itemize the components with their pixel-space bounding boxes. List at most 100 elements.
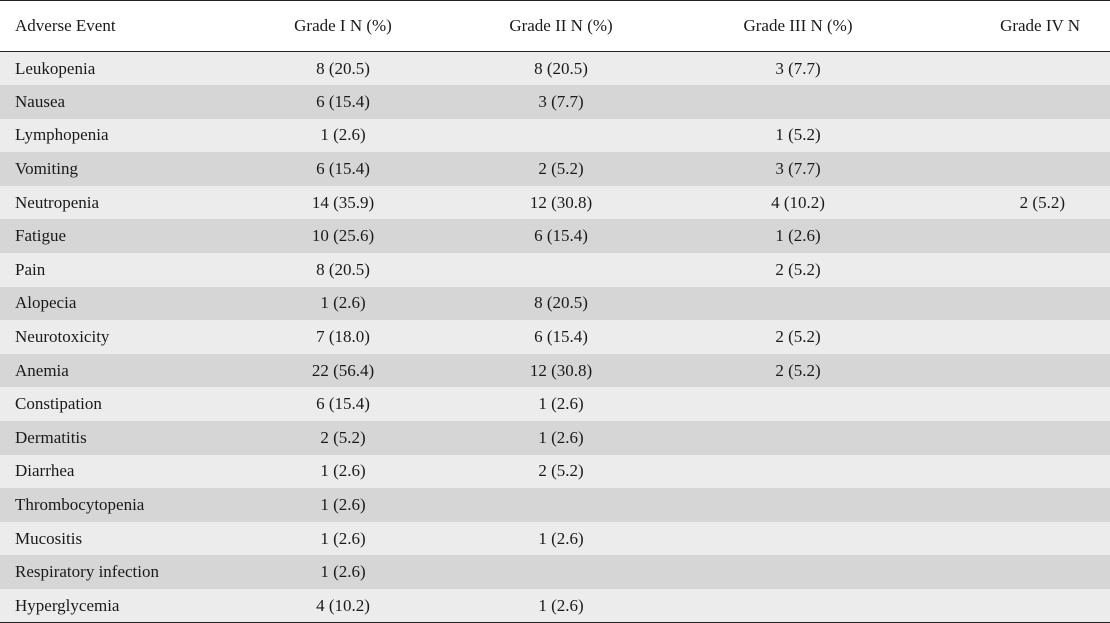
table-row: Lymphopenia 1 (2.6) 1 (5.2): [0, 118, 1110, 153]
cell-grade-4: [938, 522, 1110, 556]
cell-grade-2: 1 (2.6): [538, 427, 584, 447]
cell-grade-2: 8 (20.5): [534, 293, 588, 313]
cell-grade-4: 2 (5.2): [1019, 192, 1065, 212]
cell-grade-4: [938, 119, 1110, 153]
cell-adverse-event: Fatigue: [15, 226, 66, 246]
cell-grade-4: [938, 354, 1110, 388]
cell-grade-4: [938, 455, 1110, 489]
cell-grade-3: [666, 287, 938, 321]
cell-adverse-event: Anemia: [15, 360, 69, 380]
table-row: Pain 8 (20.5) 2 (5.2): [0, 253, 1110, 287]
cell-grade-4: [938, 287, 1110, 321]
cell-grade-1: 6 (15.4): [316, 91, 370, 111]
cell-grade-3: 1 (2.6): [775, 226, 821, 246]
cell-grade-1: 1 (2.6): [320, 495, 366, 515]
cell-adverse-event: Respiratory infection: [15, 562, 159, 582]
table-row: Respiratory infection 1 (2.6): [0, 555, 1110, 589]
cell-grade-4: [938, 387, 1110, 421]
table-row: Vomiting 6 (15.4) 2 (5.2) 3 (7.7): [0, 152, 1110, 186]
cell-grade-1: 7 (18.0): [316, 327, 370, 347]
cell-grade-4: [938, 52, 1110, 86]
cell-grade-2: 12 (30.8): [529, 360, 593, 380]
cell-grade-3: [666, 85, 938, 119]
table-body: Leukopenia 8 (20.5) 8 (20.5) 3 (7.7) Nausea 6…: [0, 51, 1110, 623]
cell-adverse-event: Pain: [15, 259, 46, 279]
cell-grade-3: 1 (5.2): [775, 125, 821, 145]
cell-grade-3: [666, 589, 938, 623]
cell-grade-2: [456, 555, 666, 589]
cell-grade-2: 2 (5.2): [538, 461, 584, 481]
cell-grade-2: [456, 488, 666, 522]
cell-grade-4: [938, 488, 1110, 522]
cell-grade-3: 2 (5.2): [775, 360, 821, 380]
cell-grade-3: [666, 455, 938, 489]
table-row: Neurotoxicity 7 (18.0) 6 (15.4) 2 (5.2): [0, 320, 1110, 354]
cell-grade-1: 2 (5.2): [320, 427, 366, 447]
table-row: Fatigue 10 (25.6) 6 (15.4) 1 (2.6): [0, 219, 1110, 254]
cell-grade-1: 1 (2.6): [320, 528, 366, 548]
header-grade-1: Grade I N (%): [200, 0, 456, 52]
table-row: Anemia 22 (56.4) 12 (30.8) 2 (5.2): [0, 353, 1110, 388]
cell-adverse-event: Leukopenia: [15, 58, 96, 78]
cell-grade-3: 2 (5.2): [775, 327, 821, 347]
cell-adverse-event: Diarrhea: [15, 461, 75, 481]
table-row: Hyperglycemia 4 (10.2) 1 (2.6): [0, 589, 1110, 623]
cell-grade-3: [666, 555, 938, 589]
header-adverse-event: Adverse Event: [0, 0, 200, 52]
cell-grade-4: [938, 152, 1110, 186]
cell-grade-3: 3 (7.7): [775, 159, 821, 179]
cell-adverse-event: Mucositis: [15, 528, 83, 548]
cell-grade-3: [666, 387, 938, 421]
cell-grade-2: 1 (2.6): [538, 528, 584, 548]
cell-grade-4: [938, 555, 1110, 589]
table-row: Thrombocytopenia 1 (2.6): [0, 488, 1110, 522]
table-row: Mucositis 1 (2.6) 1 (2.6): [0, 521, 1110, 556]
cell-grade-3: 4 (10.2): [771, 192, 825, 212]
cell-grade-2: 1 (2.6): [538, 595, 584, 615]
cell-grade-3: 3 (7.7): [775, 58, 821, 78]
cell-grade-4: [938, 320, 1110, 354]
cell-grade-1: 4 (10.2): [316, 595, 370, 615]
cell-adverse-event: Lymphopenia: [15, 125, 109, 145]
table-row: Alopecia 1 (2.6) 8 (20.5): [0, 286, 1110, 321]
cell-grade-4: [938, 219, 1110, 253]
cell-grade-3: [666, 488, 938, 522]
cell-grade-3: 2 (5.2): [775, 259, 821, 279]
cell-adverse-event: Hyperglycemia: [15, 595, 120, 615]
cell-grade-1: 1 (2.6): [320, 293, 366, 313]
cell-grade-1: 1 (2.6): [320, 125, 366, 145]
cell-grade-3: [666, 421, 938, 455]
cell-adverse-event: Vomiting: [15, 159, 78, 179]
header-grade-2: Grade II N (%): [456, 0, 666, 52]
cell-grade-2: 6 (15.4): [534, 327, 588, 347]
cell-grade-1: 8 (20.5): [316, 58, 370, 78]
cell-grade-2: 6 (15.4): [534, 226, 588, 246]
cell-grade-2: 1 (2.6): [538, 394, 584, 414]
cell-grade-1: 22 (56.4): [311, 360, 375, 380]
cell-adverse-event: Dermatitis: [15, 427, 87, 447]
table-row: Constipation 6 (15.4) 1 (2.6): [0, 387, 1110, 422]
cell-grade-2: 2 (5.2): [538, 159, 584, 179]
table-row: Diarrhea 1 (2.6) 2 (5.2): [0, 454, 1110, 489]
cell-adverse-event: Thrombocytopenia: [15, 495, 145, 515]
cell-grade-1: 1 (2.6): [320, 461, 366, 481]
cell-grade-1: 8 (20.5): [316, 259, 370, 279]
cell-grade-2: 8 (20.5): [534, 58, 588, 78]
cell-adverse-event: Nausea: [15, 91, 66, 111]
table-row: Nausea 6 (15.4) 3 (7.7): [0, 85, 1110, 119]
cell-grade-1: 14 (35.9): [311, 192, 375, 212]
cell-grade-1: 10 (25.6): [311, 226, 375, 246]
cell-grade-2: 12 (30.8): [529, 192, 593, 212]
cell-grade-1: 1 (2.6): [320, 562, 366, 582]
cell-grade-1: 6 (15.4): [316, 159, 370, 179]
cell-adverse-event: Alopecia: [15, 293, 77, 313]
cell-grade-4: [938, 421, 1110, 455]
cell-adverse-event: Neutropenia: [15, 192, 100, 212]
table-row: Leukopenia 8 (20.5) 8 (20.5) 3 (7.7): [0, 51, 1110, 86]
cell-grade-4: [938, 85, 1110, 119]
cell-grade-1: 6 (15.4): [316, 394, 370, 414]
cell-adverse-event: Constipation: [15, 394, 102, 414]
cell-grade-2: [456, 119, 666, 153]
table-row: Dermatitis 2 (5.2) 1 (2.6): [0, 421, 1110, 455]
